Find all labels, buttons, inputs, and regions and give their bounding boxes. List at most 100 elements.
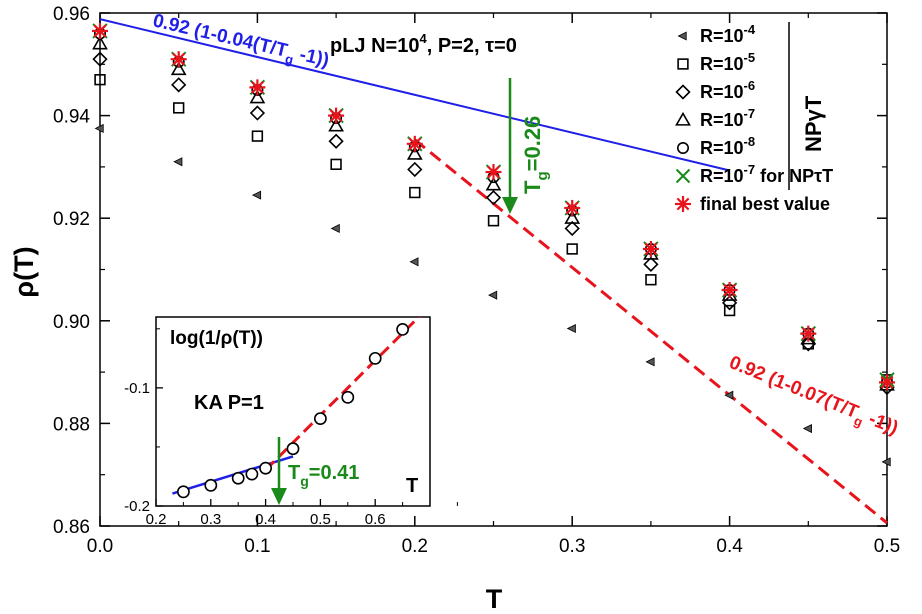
point-r-10	[92, 35, 108, 50]
point-final-best-value	[92, 22, 108, 39]
legend-entry-0: R=10-4	[700, 22, 756, 46]
inset-point	[368, 351, 382, 365]
main-x-tick-label: 0.5	[874, 536, 900, 557]
point-final-best-value	[170, 51, 187, 68]
legend: R=10-4 R=10-5 R=10-6 R=10-7 R=10-8 R=10-7 for…	[675, 22, 833, 214]
point-r-10	[170, 61, 187, 76]
inset-y-axis-title: log(1/ρ(T))	[170, 328, 263, 349]
point-r-10	[328, 133, 344, 149]
main-chart-title: pLJ N=104, P=2, τ=0	[330, 31, 517, 57]
inset-point	[176, 485, 190, 499]
point-r-10	[723, 304, 736, 317]
legend-entry-6: final best value	[700, 194, 830, 214]
main-x-tick-label: 0.1	[244, 536, 270, 557]
point-r-10	[94, 74, 106, 86]
main-y-tick-label: 0.92	[53, 209, 90, 230]
point-final-best-value	[406, 135, 423, 152]
inset-point	[259, 461, 272, 475]
point-r-10	[566, 243, 578, 255]
legend-marker-0	[677, 31, 687, 41]
point-r-10	[251, 190, 262, 200]
inset-point	[204, 478, 218, 492]
inset-title: KA P=1	[194, 392, 264, 414]
legend-marker-1	[677, 58, 689, 70]
inset-tg-arrow-head	[271, 488, 287, 505]
point-final-best-value	[721, 282, 738, 299]
point-final-best-value	[564, 199, 581, 216]
legend-marker-6	[675, 196, 691, 212]
point-r-10	[330, 158, 342, 171]
point-final-best-value	[879, 374, 895, 391]
inset-x-tick-label: 0.2	[146, 511, 167, 528]
point-r-10	[249, 105, 266, 121]
main-y-tick-label: 0.88	[53, 414, 90, 435]
point-final-best-value	[800, 325, 817, 342]
point-r-10	[643, 256, 659, 273]
point-r-10	[407, 161, 423, 178]
point-final-best-value	[328, 107, 345, 124]
inset-tg-label: Tg=0.41	[288, 462, 359, 489]
point-r-10	[249, 89, 266, 104]
point-r-10	[330, 223, 340, 234]
main-y-tick-label: 0.94	[53, 107, 90, 128]
point-r-10	[409, 186, 421, 199]
point-r-10	[800, 336, 816, 352]
main-x-tick-label: 0.4	[716, 536, 743, 557]
inset-x-axis-title: T	[406, 475, 418, 497]
main-tg-label: Tg=0.26	[520, 116, 551, 194]
main-y-tick-label: 0.86	[53, 517, 90, 538]
point-r-10	[724, 390, 734, 400]
point-r-10	[173, 102, 185, 114]
inset-y-tick-label: -0.2	[124, 498, 150, 515]
legend-group-label: NPγT	[801, 95, 826, 152]
main-x-tick-label: 0.0	[87, 536, 113, 557]
inset-point	[396, 323, 409, 336]
point-r-10	[251, 130, 264, 142]
inset-x-tick-label: 0.4	[255, 511, 276, 528]
legend-entry-1: R=10-5	[700, 50, 755, 74]
point-r-10	[173, 157, 183, 167]
point-r-10	[564, 220, 580, 237]
legend-entry-3: R=10-7	[700, 106, 755, 130]
point-r-10	[645, 274, 657, 286]
inset-point	[341, 390, 355, 404]
inset-point	[231, 471, 245, 485]
main-y-tick-label: 0.90	[53, 312, 90, 333]
point-r-10	[171, 77, 187, 93]
point-r-10	[406, 145, 423, 160]
point-r-10	[409, 257, 419, 267]
legend-entry-2: R=10-6	[700, 78, 755, 102]
point-r-10	[487, 215, 500, 227]
main-x-tick-label: 0.3	[559, 536, 585, 557]
point-r-10	[488, 290, 498, 300]
inset-point	[286, 442, 300, 456]
legend-entry-4: R=10-8	[700, 134, 755, 158]
point-final-best-value	[249, 79, 266, 96]
point-final-best-value	[642, 240, 659, 257]
point-r-10	[802, 423, 812, 434]
legend-marker-5	[675, 168, 691, 184]
point-r-10	[566, 323, 576, 334]
main-x-tick-label: 0.2	[402, 536, 428, 557]
main-y-axis-title: ρ(T)	[9, 246, 39, 297]
legend-marker-4	[676, 142, 689, 155]
blue-fit-line	[99, 18, 730, 172]
legend-entry-5: R=10-7 for NPτT	[700, 162, 833, 186]
legend-marker-3	[675, 111, 691, 126]
inset-background	[156, 317, 430, 506]
inset-x-tick-label: 0.3	[200, 511, 221, 528]
inset-data-points	[176, 323, 409, 499]
inset-x-tick-label: 0.5	[310, 511, 331, 528]
main-axes-ticks: 0.0 0.1 0.2 0.3 0.4 0.5 0.86 0.88 0.90 0.92 0.94 0.…	[53, 4, 900, 557]
point-r-10	[881, 457, 891, 467]
point-r-10	[645, 357, 655, 367]
main-tg-arrow-head	[502, 197, 518, 214]
point-r-10	[485, 190, 502, 206]
inset-axes-ticks: 0.2 0.3 0.4 0.5 0.6 -0.2 -0.1	[124, 328, 458, 528]
point-r-10	[92, 51, 108, 67]
legend-marker-2	[675, 84, 691, 100]
main-data-points	[92, 22, 895, 467]
main-y-tick-label: 0.96	[53, 4, 90, 25]
main-x-axis-title: T	[486, 584, 503, 614]
